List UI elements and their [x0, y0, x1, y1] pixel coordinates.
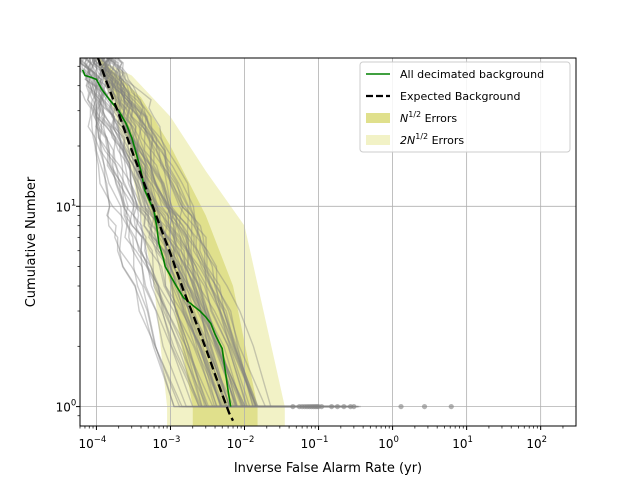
scatter-point [341, 403, 347, 410]
background-curve [106, 58, 342, 408]
background-curve [101, 58, 342, 408]
plot-frame [79, 57, 577, 427]
background-curve [93, 58, 312, 408]
background-curve [100, 58, 321, 408]
y-tick-label: 101 [56, 198, 77, 214]
scatter-point [398, 403, 404, 410]
background-curve [92, 58, 332, 408]
background-curve [88, 58, 282, 408]
background-curve [108, 58, 255, 408]
scatter-point [328, 403, 335, 410]
background-curves [80, 58, 361, 408]
legend-swatch-err2 [366, 135, 390, 145]
scatter-points [290, 403, 454, 410]
x-tick-label: 100 [378, 435, 399, 451]
background-curve [80, 59, 300, 408]
scatter-point [334, 403, 341, 410]
scatter-point [290, 403, 296, 410]
background-curve [117, 58, 331, 408]
legend-label-decimated: All decimated background [400, 68, 544, 81]
background-curve [83, 58, 274, 408]
background-curve [99, 58, 318, 408]
background-curve [100, 58, 354, 408]
background-curve [80, 58, 272, 408]
x-tick-label: 10−3 [153, 435, 181, 451]
background-curve [103, 58, 278, 408]
background-curve [93, 58, 333, 408]
background-curve [93, 58, 301, 408]
scatter-point [421, 403, 428, 410]
legend-label-err2: 2N1/2 Errors [400, 132, 464, 147]
background-curve [110, 58, 340, 408]
background-curve [107, 58, 331, 408]
x-axis-label: Inverse False Alarm Rate (yr) [234, 461, 422, 476]
background-curve [87, 58, 351, 408]
background-curve [114, 58, 359, 408]
background-curve [99, 58, 346, 408]
scatter-point [351, 403, 357, 410]
background-curve [84, 58, 289, 408]
y-tick-label: 100 [56, 399, 77, 415]
y-axis-label: Cumulative Number [24, 176, 39, 307]
legend-box [359, 61, 571, 153]
background-curve [84, 58, 266, 408]
background-curve [80, 60, 294, 408]
series-expected-background [96, 58, 235, 422]
background-curve [104, 58, 319, 408]
background-curve [86, 58, 258, 408]
background-curve [83, 58, 296, 408]
background-curve [103, 58, 353, 408]
background-curve [104, 58, 276, 408]
x-tick-label: 102 [526, 435, 547, 451]
scatter-point [448, 403, 454, 410]
background-curve [80, 89, 321, 408]
x-tick-label: 10−2 [227, 435, 255, 451]
background-curve [103, 58, 359, 408]
background-curve [106, 58, 361, 408]
background-curve [103, 58, 324, 408]
legend-label-expected: Expected Background [400, 90, 520, 103]
background-curve [80, 58, 327, 408]
background-curve [101, 58, 254, 408]
error-band-sqrtn [99, 58, 258, 426]
background-curve [89, 58, 260, 408]
series-decimated-background [81, 69, 232, 407]
x-tick-label: 101 [452, 435, 473, 451]
background-curve [109, 58, 275, 408]
x-tick-label: 10−4 [79, 435, 107, 451]
background-curve [102, 58, 313, 408]
legend-label-err1: N1/2 Errors [400, 110, 457, 125]
background-curve [117, 58, 330, 408]
background-curve [80, 58, 354, 408]
background-curve [114, 58, 284, 408]
background-curve [111, 58, 314, 408]
background-curve [109, 58, 266, 408]
error-bands [96, 58, 285, 426]
background-curve [111, 58, 344, 408]
x-tick-label: 10−1 [301, 435, 329, 451]
legend-swatch-err1 [366, 113, 390, 123]
background-curve [83, 58, 296, 408]
background-curve [80, 58, 264, 408]
legend: All decimated background Expected Backgro… [359, 61, 571, 153]
background-curve [80, 69, 354, 408]
background-curve [80, 58, 248, 408]
background-curve [101, 58, 248, 408]
scatter-point [319, 403, 325, 410]
axis-ticks: 10−4 10−3 10−2 10−1 100 101 102 100 101 [56, 65, 564, 451]
data-series [81, 58, 235, 422]
